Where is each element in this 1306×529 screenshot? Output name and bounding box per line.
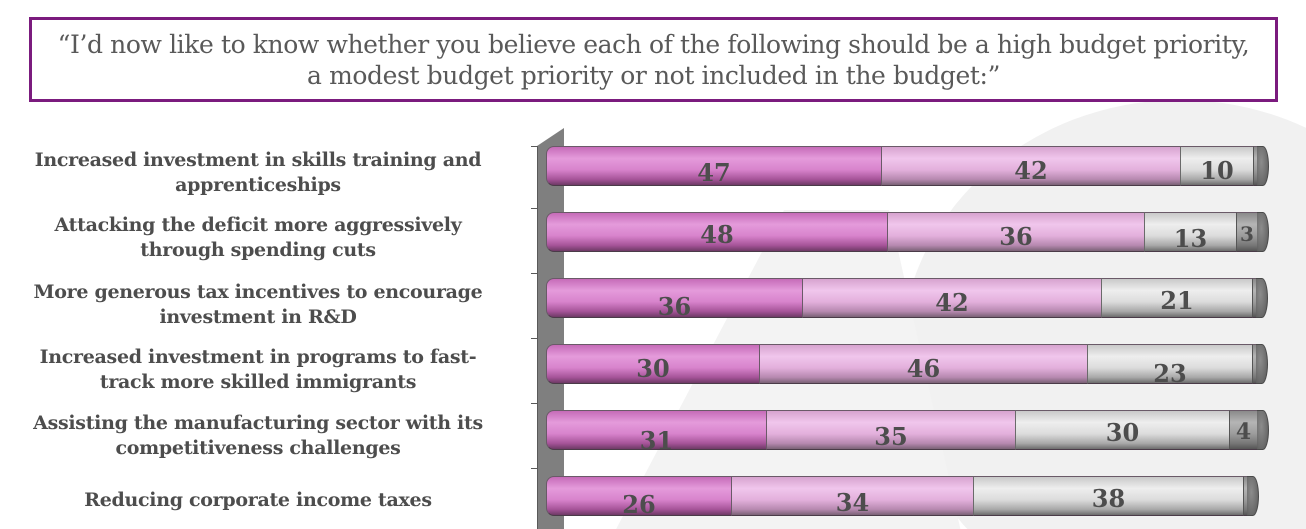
bar-segment-dont-know: 3 xyxy=(1236,212,1257,252)
category-label-line: competitiveness challenges xyxy=(115,437,401,459)
category-label-line: track more skilled immigrants xyxy=(99,371,417,393)
category-label-line: Reducing corporate income taxes xyxy=(84,489,432,511)
bar-value-label: 46 xyxy=(906,353,941,383)
category-label-line: Attacking the deficit more aggressively xyxy=(54,214,462,236)
bar-segment-not-included: 13 xyxy=(1144,212,1236,253)
bar-value-label: 38 xyxy=(1091,483,1126,513)
stacked-bar-row: 36 42 21 xyxy=(546,278,1268,321)
bar-value-label: 47 xyxy=(697,157,731,187)
bar-segment-modest-priority: 34 xyxy=(731,476,973,517)
category-label: Assisting the manufacturing sector with … xyxy=(0,411,518,461)
bar-value-label: 31 xyxy=(639,425,674,455)
category-label-line: Increased investment in programs to fast… xyxy=(39,346,477,368)
stacked-bar-row: 31 35 30 4 xyxy=(546,410,1269,455)
bar-end-cap xyxy=(1256,344,1268,384)
question-title-box: “I’d now like to know whether you believ… xyxy=(29,17,1278,102)
bar-value-label: 4 xyxy=(1235,419,1252,445)
category-label-line: Assisting the manufacturing sector with … xyxy=(33,412,483,434)
category-label-line: Increased investment in skills training … xyxy=(34,149,482,171)
bar-value-label: 34 xyxy=(835,487,870,517)
bar-segment-high-priority: 36 xyxy=(546,278,802,321)
bar-segment-not-included: 21 xyxy=(1101,278,1252,318)
bar-value-label: 3 xyxy=(1240,222,1254,246)
bar-segment-dont-know xyxy=(1253,146,1257,186)
category-label-line: apprenticeships xyxy=(175,174,341,196)
stacked-bar-row: 26 34 38 xyxy=(546,476,1259,519)
bar-end-cap xyxy=(1257,410,1269,450)
bar-segment-modest-priority: 46 xyxy=(759,344,1087,384)
bar-segment-not-included: 30 xyxy=(1015,410,1229,450)
question-line-2: a modest budget priority or not included… xyxy=(307,60,1000,90)
stacked-bar-row: 30 46 23 xyxy=(546,344,1268,388)
bar-segment-modest-priority: 36 xyxy=(887,212,1144,252)
bar-segment-not-included: 10 xyxy=(1180,146,1253,186)
category-label: Reducing corporate income taxes xyxy=(0,488,518,513)
axis-tick xyxy=(531,468,538,469)
axis-tick xyxy=(531,208,538,209)
bar-value-label: 21 xyxy=(1160,285,1194,315)
bar-value-label: 13 xyxy=(1173,223,1208,253)
bar-value-label: 35 xyxy=(874,421,908,451)
bar-value-label: 36 xyxy=(999,221,1033,251)
axis-tick xyxy=(531,403,538,404)
bar-segment-high-priority: 47 xyxy=(546,146,881,187)
bar-value-label: 10 xyxy=(1200,155,1234,185)
bar-segment-high-priority: 30 xyxy=(546,344,759,384)
bar-end-cap xyxy=(1247,476,1259,516)
stacked-bar-row: 48 36 13 3 xyxy=(546,212,1269,253)
category-axis-wall xyxy=(537,128,564,529)
bar-segment-modest-priority: 42 xyxy=(802,278,1101,318)
category-label-line: investment in R&D xyxy=(159,306,357,328)
bar-end-cap xyxy=(1257,212,1269,252)
bar-value-label: 42 xyxy=(1014,155,1048,185)
category-label: Increased investment in skills training … xyxy=(0,148,518,198)
axis-tick xyxy=(531,273,538,274)
category-label: Attacking the deficit more aggressively … xyxy=(0,213,518,263)
bar-end-cap xyxy=(1257,146,1269,186)
bar-segment-modest-priority: 35 xyxy=(766,410,1015,451)
question-line-1: “I’d now like to know whether you believ… xyxy=(57,29,1250,59)
bar-value-label: 48 xyxy=(700,219,734,249)
axis-tick xyxy=(531,338,538,339)
bar-value-label: 26 xyxy=(622,489,656,519)
axis-tick xyxy=(531,146,538,147)
category-label: More generous tax incentives to encourag… xyxy=(0,280,518,330)
category-axis-line xyxy=(537,146,538,529)
stacked-bar-row: 47 42 10 xyxy=(546,146,1269,187)
bar-segment-dont-know xyxy=(1243,476,1247,516)
bar-segment-not-included: 23 xyxy=(1087,344,1252,388)
bar-value-label: 30 xyxy=(1105,417,1140,447)
category-label-line: More generous tax incentives to encourag… xyxy=(33,281,483,303)
bar-value-label: 42 xyxy=(935,287,969,317)
bar-value-label: 23 xyxy=(1153,358,1187,388)
bar-segment-dont-know xyxy=(1252,344,1256,384)
bar-segment-dont-know xyxy=(1252,278,1256,318)
bar-value-label: 30 xyxy=(636,353,670,383)
category-label-line: through spending cuts xyxy=(140,239,376,261)
bar-segment-dont-know: 4 xyxy=(1229,410,1257,450)
bar-segment-not-included: 38 xyxy=(973,476,1243,516)
bar-segment-high-priority: 48 xyxy=(546,212,887,252)
bar-segment-high-priority: 26 xyxy=(546,476,731,519)
category-label: Increased investment in programs to fast… xyxy=(0,345,518,395)
bar-segment-high-priority: 31 xyxy=(546,410,766,455)
bar-segment-modest-priority: 42 xyxy=(881,146,1180,186)
bar-value-label: 36 xyxy=(657,291,692,321)
bar-end-cap xyxy=(1256,278,1268,318)
